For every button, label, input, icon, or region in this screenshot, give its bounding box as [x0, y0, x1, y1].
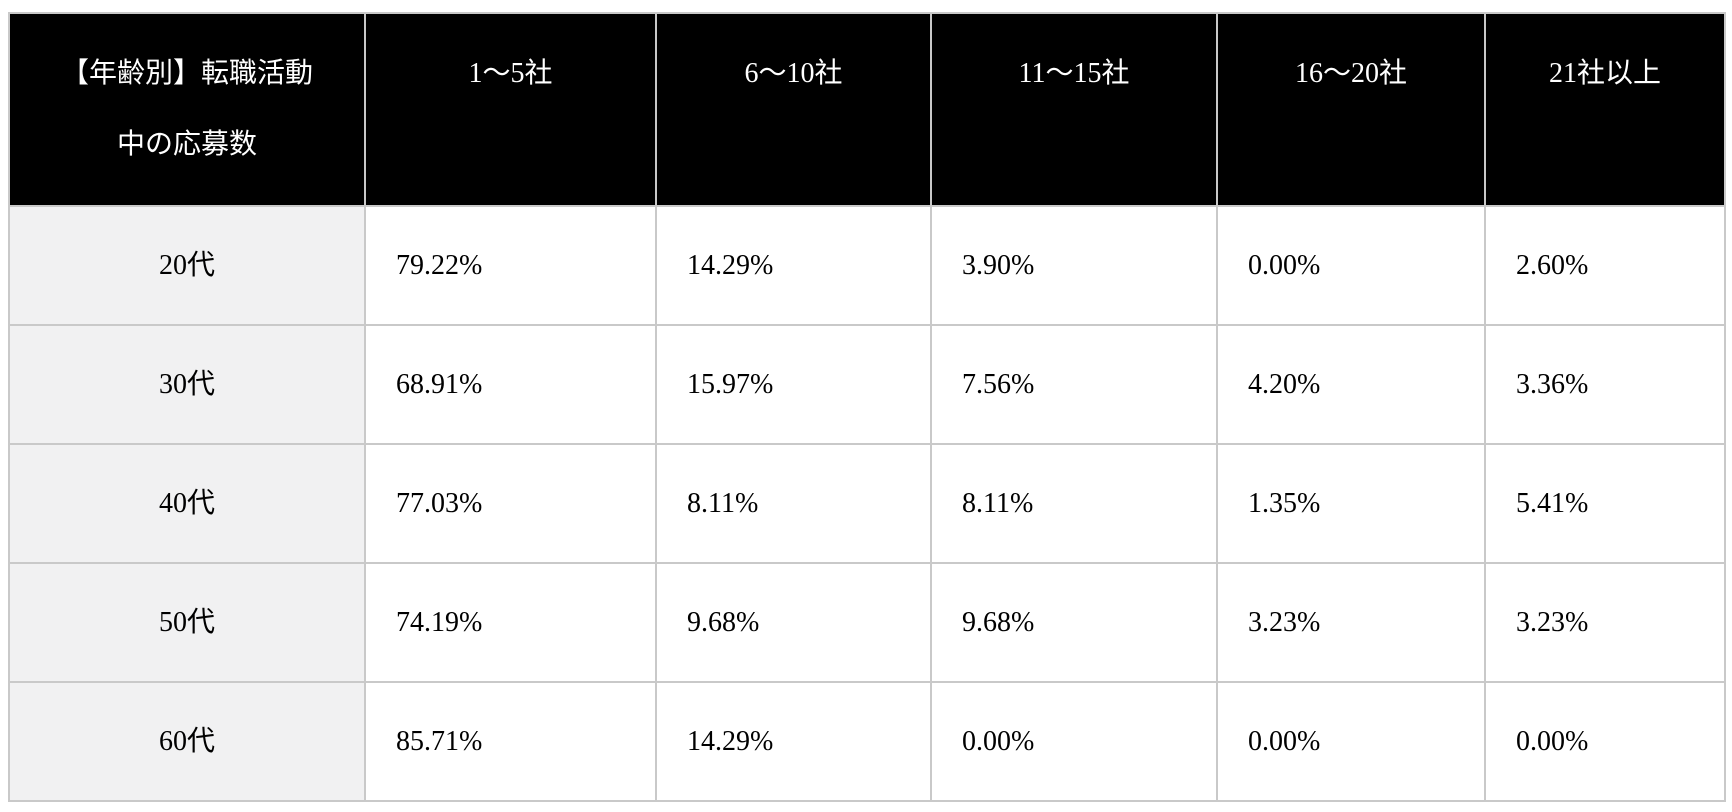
data-cell: 1.35%	[1216, 443, 1486, 564]
table-row-50s: 50代 74.19% 9.68% 9.68% 3.23% 3.23%	[8, 562, 1726, 683]
row-label-30s: 30代	[8, 324, 366, 445]
column-header-21-plus: 21社以上	[1484, 12, 1726, 207]
row-label-40s: 40代	[8, 443, 366, 564]
data-cell: 9.68%	[655, 562, 932, 683]
data-cell: 14.29%	[655, 205, 932, 326]
data-cell: 7.56%	[930, 324, 1218, 445]
header-row: 【年齢別】転職活動 中の応募数 1〜5社 6〜10社 11〜15社 16〜20社…	[8, 12, 1726, 207]
table-row-40s: 40代 77.03% 8.11% 8.11% 1.35% 5.41%	[8, 443, 1726, 564]
table-row-20s: 20代 79.22% 14.29% 3.90% 0.00% 2.60%	[8, 205, 1726, 326]
data-cell: 4.20%	[1216, 324, 1486, 445]
data-cell: 3.90%	[930, 205, 1218, 326]
column-header-6-10: 6〜10社	[655, 12, 932, 207]
data-cell: 74.19%	[364, 562, 657, 683]
column-header-16-20: 16〜20社	[1216, 12, 1486, 207]
data-cell: 3.23%	[1216, 562, 1486, 683]
data-cell: 14.29%	[655, 681, 932, 802]
data-cell: 8.11%	[930, 443, 1218, 564]
table-row-60s: 60代 85.71% 14.29% 0.00% 0.00% 0.00%	[8, 681, 1726, 802]
data-cell: 3.36%	[1484, 324, 1726, 445]
table-row-30s: 30代 68.91% 15.97% 7.56% 4.20% 3.36%	[8, 324, 1726, 445]
data-cell: 79.22%	[364, 205, 657, 326]
data-cell: 9.68%	[930, 562, 1218, 683]
age-application-count-table: 【年齢別】転職活動 中の応募数 1〜5社 6〜10社 11〜15社 16〜20社…	[8, 12, 1726, 802]
row-label-60s: 60代	[8, 681, 366, 802]
row-label-50s: 50代	[8, 562, 366, 683]
column-header-1-5: 1〜5社	[364, 12, 657, 207]
row-label-20s: 20代	[8, 205, 366, 326]
corner-header-line2: 中の応募数	[116, 129, 257, 160]
data-cell: 2.60%	[1484, 205, 1726, 326]
data-cell: 5.41%	[1484, 443, 1726, 564]
corner-header-line1: 【年齢別】転職活動	[60, 58, 313, 89]
data-cell: 77.03%	[364, 443, 657, 564]
data-cell: 0.00%	[1484, 681, 1726, 802]
data-cell: 0.00%	[930, 681, 1218, 802]
data-cell: 0.00%	[1216, 205, 1486, 326]
data-cell: 85.71%	[364, 681, 657, 802]
data-cell: 15.97%	[655, 324, 932, 445]
data-cell: 0.00%	[1216, 681, 1486, 802]
corner-header-cell: 【年齢別】転職活動 中の応募数	[8, 12, 366, 207]
data-cell: 68.91%	[364, 324, 657, 445]
data-cell: 3.23%	[1484, 562, 1726, 683]
data-cell: 8.11%	[655, 443, 932, 564]
column-header-11-15: 11〜15社	[930, 12, 1218, 207]
